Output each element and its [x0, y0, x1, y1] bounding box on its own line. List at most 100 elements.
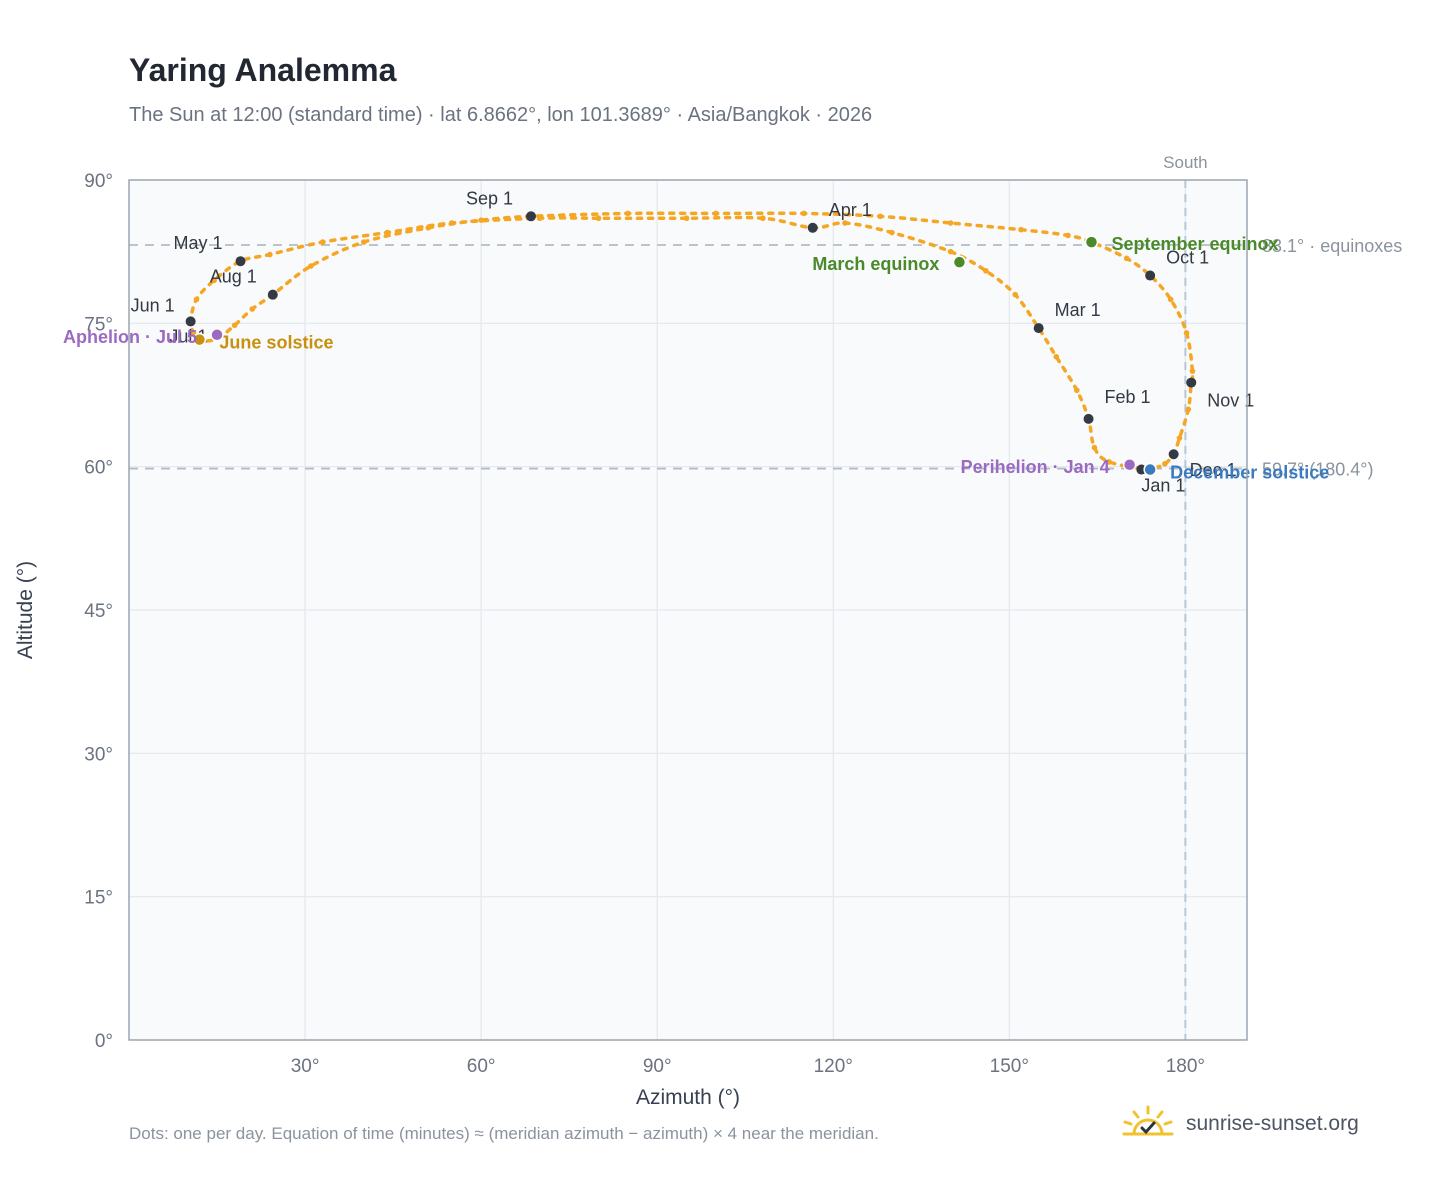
month-label: May 1	[173, 233, 222, 253]
y-tick-label: 75°	[84, 314, 113, 335]
reference-lines: South 83.1° · equinoxes 59.7° (180.4°)	[129, 153, 1402, 1040]
meridian-label: South	[1163, 153, 1207, 172]
x-tick-label: 90°	[643, 1056, 672, 1077]
analemma-point	[801, 210, 807, 217]
month-label: Apr 1	[829, 200, 872, 220]
analemma-point	[595, 215, 602, 222]
analemma-point	[360, 239, 367, 245]
month-marker	[185, 316, 196, 327]
x-tick-label: 60°	[467, 1056, 496, 1077]
analemma-point	[1183, 330, 1190, 336]
analemma-point	[683, 215, 690, 222]
grid-lines	[129, 180, 1247, 1040]
analemma-point	[193, 296, 200, 303]
analemma-point	[231, 322, 238, 329]
event-marker	[1122, 458, 1137, 472]
analemma-point	[308, 263, 314, 269]
analemma-point	[1074, 387, 1080, 394]
analemma-point	[1123, 255, 1130, 262]
analemma-point	[190, 330, 197, 336]
axes: 0° 15° 30° 45° 60° 75° 90° 30° 60° 90° 120° 150° 180…	[14, 171, 1205, 1109]
month-marker	[1168, 449, 1179, 460]
plot-frame	[128, 179, 1248, 1041]
event-marker	[210, 328, 224, 342]
analemma-point	[713, 210, 719, 217]
analemma-point	[1185, 406, 1192, 413]
analemma-point	[842, 220, 848, 226]
month-marker	[807, 222, 818, 233]
y-tick-label: 45°	[84, 601, 113, 622]
chart-title: Yaring Analemma	[129, 52, 397, 88]
y-tick-label: 90°	[84, 171, 113, 192]
analemma-point	[947, 248, 954, 255]
analemma-curve	[187, 210, 1196, 473]
event-label: Perihelion · Jan 4	[961, 457, 1110, 477]
analemma-point	[1189, 368, 1196, 374]
event-marker	[1084, 235, 1099, 249]
analemma-point	[947, 220, 954, 226]
analemma-point	[625, 210, 631, 217]
analemma-point	[319, 239, 326, 245]
brand[interactable]: sunrise-sunset.org	[1120, 1104, 1359, 1144]
analemma-point	[1065, 232, 1071, 239]
y-tick-label: 60°	[84, 458, 113, 479]
x-axis-label: Azimuth (°)	[636, 1086, 740, 1109]
month-label: Feb 1	[1105, 387, 1151, 407]
chart-subtitle: The Sun at 12:00 (standard time) · lat 6…	[129, 104, 873, 126]
analemma-point	[249, 306, 256, 312]
month-label: Aug 1	[210, 267, 257, 287]
y-axis-label: Altitude (°)	[14, 561, 37, 659]
month-marker	[1136, 464, 1147, 475]
y-tick-label: 30°	[84, 744, 113, 765]
brand-name: sunrise-sunset.org	[1186, 1112, 1359, 1135]
event-label: September equinox	[1111, 234, 1278, 254]
month-marker	[1145, 270, 1156, 281]
reference-line-label: 59.7° (180.4°)	[1262, 460, 1373, 480]
analemma-point	[1091, 444, 1098, 451]
analemma-point	[425, 224, 432, 231]
event-label: Aphelion · Jul 5	[63, 327, 197, 347]
month-marker	[267, 289, 278, 300]
month-label: Jun 1	[131, 295, 175, 315]
y-tick-label: 15°	[84, 888, 113, 909]
event-label: March equinox	[812, 254, 939, 274]
sun-logo-icon	[1122, 1105, 1174, 1136]
month-label: Dec 1	[1190, 460, 1237, 480]
reference-line-label: 83.1° · equinoxes	[1262, 236, 1402, 256]
footnote: Dots: one per day. Equation of time (min…	[129, 1124, 879, 1143]
month-marker	[1083, 413, 1094, 424]
analemma-point	[1167, 296, 1174, 303]
analemma-point	[760, 215, 766, 222]
analemma-point	[1176, 435, 1183, 441]
event-label: June solstice	[219, 333, 333, 353]
analemma-point	[1018, 226, 1024, 233]
analemma-point	[537, 215, 543, 222]
analemma-point	[1053, 353, 1060, 360]
analemma-point	[384, 229, 391, 236]
analemma-point	[478, 217, 484, 223]
event-label: December solstice	[1170, 463, 1329, 483]
month-marker	[235, 256, 246, 267]
analemma-point	[1106, 459, 1112, 465]
event-markers: March equinox September equinox June solst…	[63, 234, 1329, 482]
month-marker	[1186, 377, 1197, 388]
event-marker	[1143, 462, 1157, 477]
y-tick-label: 0°	[95, 1031, 113, 1052]
x-tick-label: 150°	[990, 1056, 1029, 1077]
analemma-point	[877, 213, 884, 220]
analemma-point	[211, 277, 217, 284]
analemma-point	[1162, 461, 1168, 467]
month-label: Nov 1	[1207, 391, 1254, 411]
month-label: Jan 1	[1141, 476, 1185, 496]
month-label: Oct 1	[1166, 248, 1209, 268]
x-tick-label: 120°	[814, 1056, 853, 1077]
month-label: Mar 1	[1055, 300, 1101, 320]
analemma-point	[889, 229, 895, 236]
month-label: Sep 1	[466, 188, 513, 208]
analemma-point	[983, 267, 989, 274]
event-marker	[192, 332, 207, 347]
month-marker	[1033, 323, 1044, 334]
x-tick-label: 30°	[291, 1056, 320, 1077]
month-marker	[526, 211, 537, 222]
